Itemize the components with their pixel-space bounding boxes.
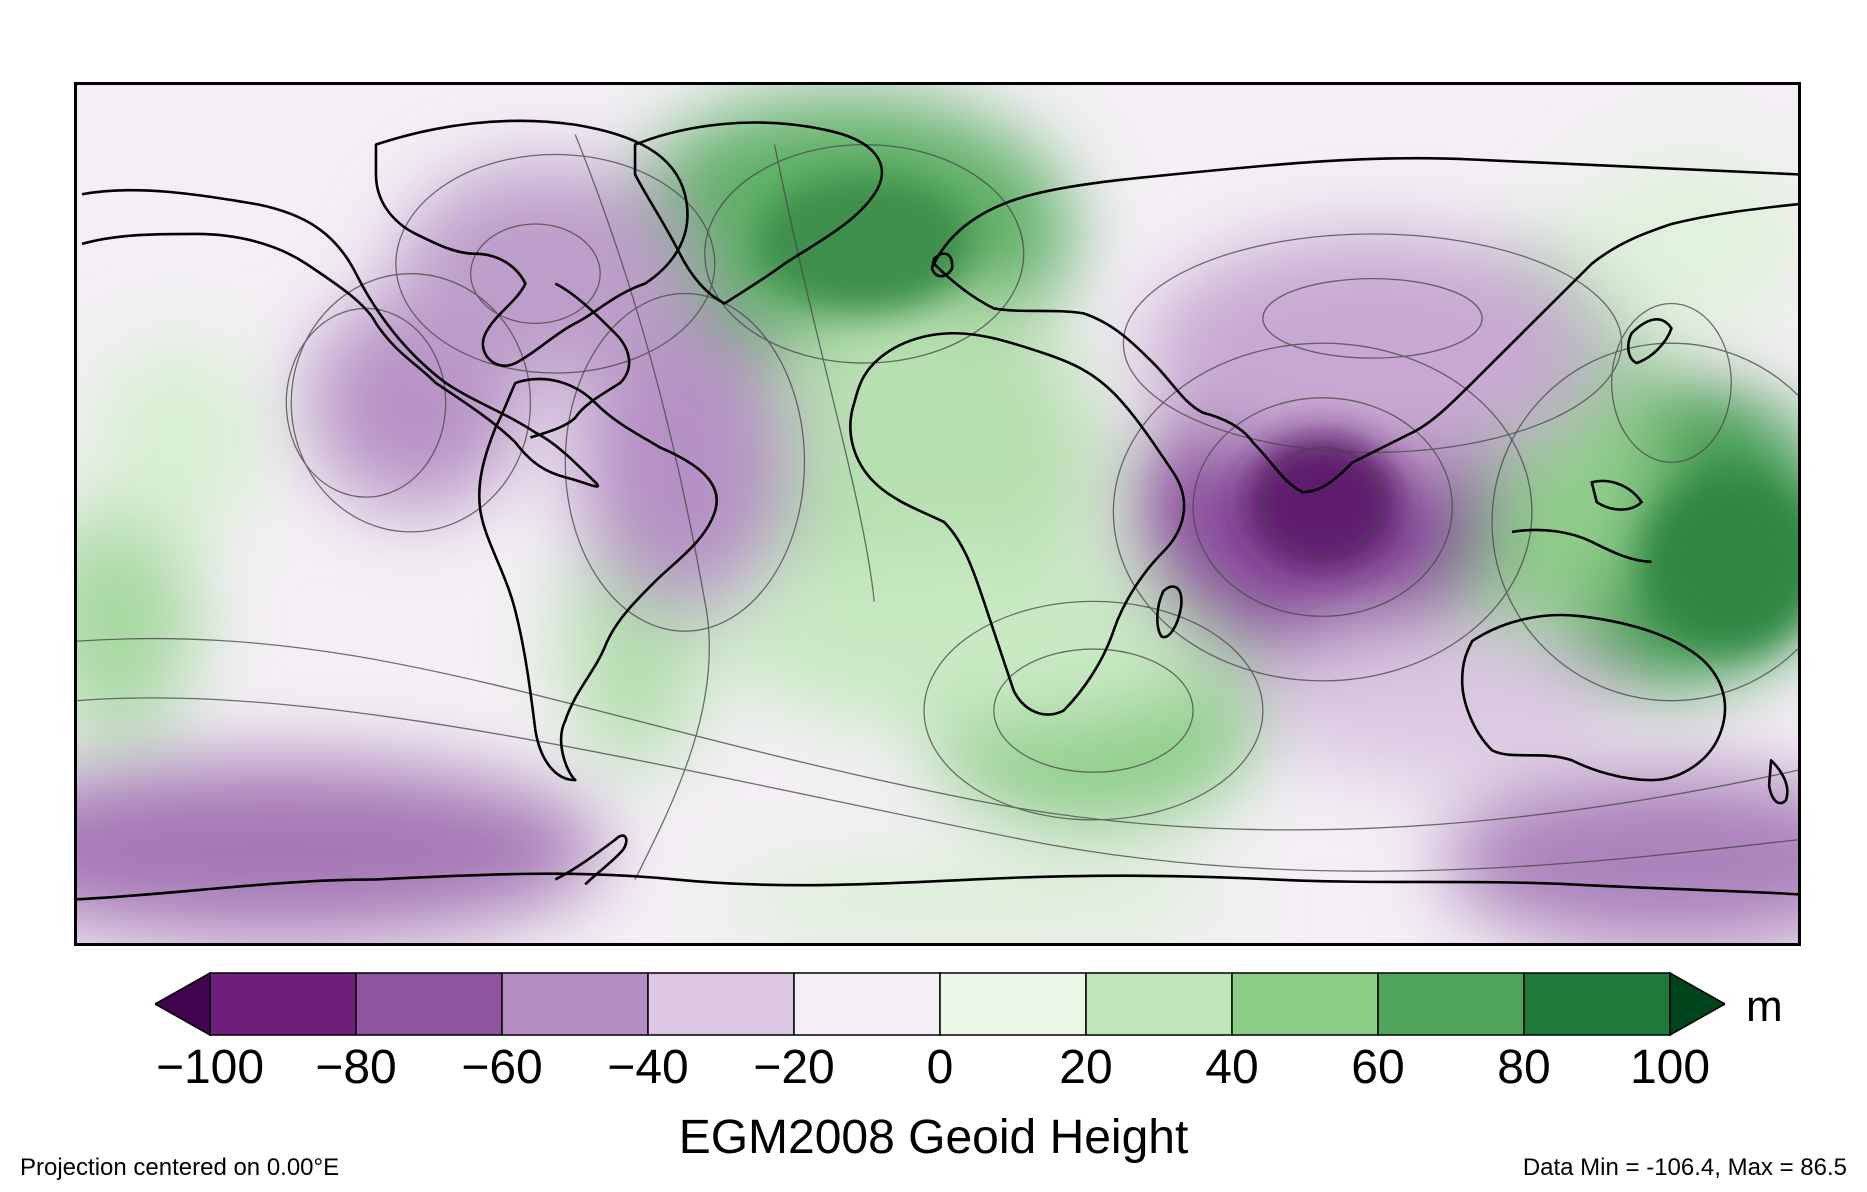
colorbar-tick-label: −40 — [607, 1041, 689, 1094]
colorbar-tick-label: −80 — [315, 1041, 397, 1094]
coastlines — [77, 119, 1798, 901]
colorbar-tick-label: 80 — [1497, 1041, 1551, 1094]
colorbar-bin — [1523, 972, 1671, 1036]
colorbar-tick-label: 0 — [926, 1041, 954, 1094]
colorbar-bin — [209, 972, 357, 1036]
colorbar-bin — [1085, 972, 1233, 1036]
colorbar-tick-label: 60 — [1351, 1041, 1405, 1094]
colorbar-tick-label: −100 — [155, 1041, 265, 1094]
projection-note: Projection centered on 0.00°E — [20, 1154, 340, 1181]
map-title: EGM2008 Geoid Height — [678, 1111, 1189, 1164]
colorbar-bin — [501, 972, 649, 1036]
colorbar-tick-label: 100 — [1629, 1041, 1711, 1094]
geoid-map-canvas — [77, 85, 1798, 943]
colorbar-bin — [355, 972, 503, 1036]
colorbar-tick-label: 20 — [1059, 1041, 1113, 1094]
geoid-field — [77, 85, 1798, 943]
colorbar-bin — [647, 972, 795, 1036]
colorbar-bin — [939, 972, 1087, 1036]
colorbar-bin — [1377, 972, 1525, 1036]
colorbar-tick-label: −60 — [461, 1041, 543, 1094]
data-range-note: Data Min = -106.4, Max = 86.5 — [1522, 1154, 1847, 1181]
colorbar-bin — [793, 972, 941, 1036]
colorbar-tick-label: −20 — [753, 1041, 835, 1094]
colorbar-extend-high — [1669, 971, 1725, 1037]
colorbar — [155, 971, 1725, 1037]
geoid-map — [74, 82, 1801, 946]
colorbar-extend-low — [155, 971, 211, 1037]
colorbar-tick-label: 40 — [1205, 1041, 1259, 1094]
colorbar-bin — [1231, 972, 1379, 1036]
colorbar-units: m — [1746, 982, 1783, 1031]
